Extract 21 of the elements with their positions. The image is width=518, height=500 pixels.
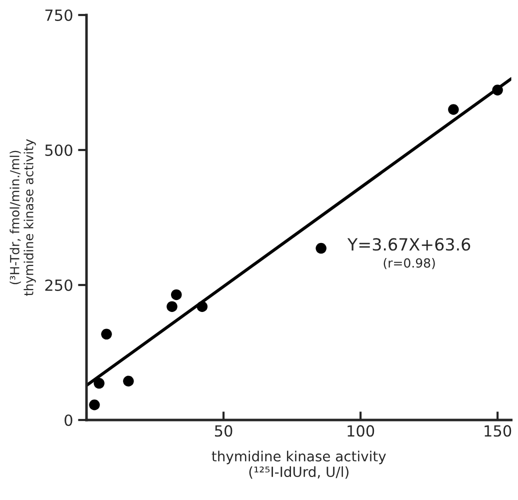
y-tick-label: 750 bbox=[45, 9, 72, 22]
x-tick-label: 100 bbox=[348, 425, 374, 437]
x-tick-label: 150 bbox=[484, 425, 512, 437]
point bbox=[171, 289, 182, 300]
annotation: Y=3.67X+63.6 bbox=[347, 238, 470, 251]
point bbox=[316, 242, 326, 254]
y-tick-label: 500 bbox=[45, 144, 72, 156]
x-axis-title: thymidine kinase activity (¹²⁵I-IdUrd, U/l) bbox=[212, 450, 386, 479]
y-axis-title: (³H-Tdr, fmol/min./ml) thymidine kinase activity bbox=[10, 139, 36, 296]
point bbox=[94, 378, 104, 389]
point bbox=[166, 301, 178, 312]
y-tick-label: 0 bbox=[64, 414, 72, 426]
point bbox=[492, 84, 503, 96]
y-tick-label: 250 bbox=[45, 279, 72, 292]
point bbox=[89, 400, 100, 410]
point bbox=[101, 328, 112, 340]
point bbox=[123, 376, 134, 386]
x-tick-label: 50 bbox=[214, 425, 232, 437]
point bbox=[196, 301, 208, 312]
point bbox=[448, 104, 459, 115]
annotation: (r=0.98) bbox=[384, 258, 435, 270]
